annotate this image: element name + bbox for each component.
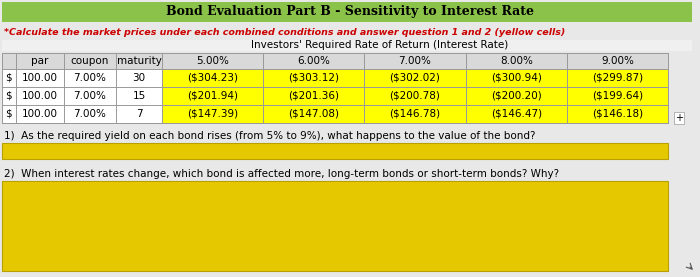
FancyBboxPatch shape	[162, 69, 668, 87]
FancyBboxPatch shape	[2, 181, 668, 271]
Text: ($200.78): ($200.78)	[390, 91, 440, 101]
Text: ($300.94): ($300.94)	[491, 73, 542, 83]
Text: ($302.02): ($302.02)	[390, 73, 440, 83]
Text: ($146.78): ($146.78)	[389, 109, 440, 119]
Text: 100.00: 100.00	[22, 73, 58, 83]
Text: 6.00%: 6.00%	[298, 56, 330, 66]
Text: $: $	[5, 91, 12, 101]
Text: ($146.18): ($146.18)	[592, 109, 643, 119]
FancyBboxPatch shape	[2, 143, 668, 159]
Text: ($200.20): ($200.20)	[491, 91, 542, 101]
Text: par: par	[32, 56, 49, 66]
Text: ($201.36): ($201.36)	[288, 91, 340, 101]
Text: 7: 7	[136, 109, 142, 119]
Text: 5.00%: 5.00%	[196, 56, 229, 66]
Text: ($299.87): ($299.87)	[592, 73, 643, 83]
Text: $: $	[5, 109, 12, 119]
Text: 100.00: 100.00	[22, 91, 58, 101]
Text: 1)  As the required yield on each bond rises (from 5% to 9%), what happens to th: 1) As the required yield on each bond ri…	[4, 131, 536, 141]
Text: 8.00%: 8.00%	[500, 56, 533, 66]
Text: ($146.47): ($146.47)	[491, 109, 542, 119]
Text: *Calculate the market prices under each combined conditions and answer question : *Calculate the market prices under each …	[4, 28, 566, 37]
Text: 100.00: 100.00	[22, 109, 58, 119]
Text: +: +	[675, 113, 683, 123]
Text: $: $	[5, 73, 12, 83]
Text: 7.00%: 7.00%	[398, 56, 431, 66]
FancyBboxPatch shape	[2, 40, 692, 51]
Text: 2)  When interest rates change, which bond is affected more, long-term bonds or : 2) When interest rates change, which bon…	[4, 169, 559, 179]
Text: ($147.39): ($147.39)	[187, 109, 238, 119]
Text: ($147.08): ($147.08)	[288, 109, 340, 119]
Text: 9.00%: 9.00%	[601, 56, 634, 66]
Text: 7.00%: 7.00%	[74, 73, 106, 83]
FancyBboxPatch shape	[2, 87, 162, 105]
FancyBboxPatch shape	[162, 87, 668, 105]
FancyBboxPatch shape	[2, 69, 162, 87]
Text: 7.00%: 7.00%	[74, 109, 106, 119]
Text: coupon: coupon	[71, 56, 109, 66]
Text: 7.00%: 7.00%	[74, 91, 106, 101]
Text: ($199.64): ($199.64)	[592, 91, 643, 101]
Text: ($303.12): ($303.12)	[288, 73, 340, 83]
Text: 15: 15	[132, 91, 146, 101]
Text: Bond Evaluation Part B - Sensitivity to Interest Rate: Bond Evaluation Part B - Sensitivity to …	[166, 6, 534, 19]
FancyBboxPatch shape	[2, 105, 162, 123]
FancyBboxPatch shape	[2, 2, 692, 22]
Text: 30: 30	[132, 73, 146, 83]
FancyBboxPatch shape	[162, 105, 668, 123]
Text: ($201.94): ($201.94)	[187, 91, 238, 101]
FancyBboxPatch shape	[2, 53, 668, 69]
Text: ($304.23): ($304.23)	[187, 73, 238, 83]
Text: Investors' Required Rate of Return (Interest Rate): Investors' Required Rate of Return (Inte…	[251, 40, 509, 50]
Text: maturity: maturity	[117, 56, 162, 66]
